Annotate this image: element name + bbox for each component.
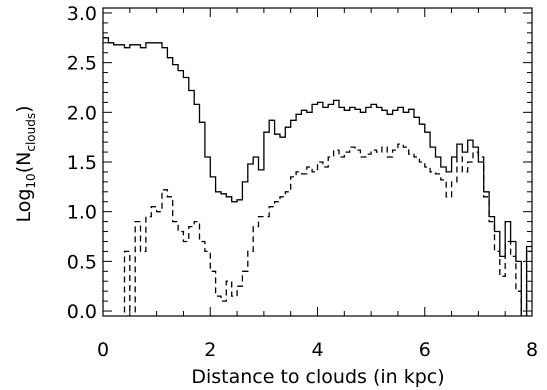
y-tick-label: 2.5 xyxy=(67,53,97,75)
dashed-histogram-line xyxy=(123,143,532,316)
y-axis-ticks: 0.0 0.5 1.0 1.5 2.0 2.5 3.0 xyxy=(67,3,532,323)
x-axis-ticks: 0 2 4 6 8 xyxy=(97,8,538,361)
y-tick-label: 2.0 xyxy=(67,102,97,124)
series-layer xyxy=(103,37,532,316)
x-tick-label: 8 xyxy=(526,339,538,361)
y-label-close: ) xyxy=(13,105,35,112)
y-label-base-sub: 10 xyxy=(24,173,38,188)
x-axis-label: Distance to clouds (in kpc) xyxy=(191,366,444,388)
x-tick-label: 4 xyxy=(311,339,323,361)
y-tick-label: 1.0 xyxy=(67,202,97,224)
x-tick-label: 6 xyxy=(419,339,431,361)
y-tick-label: 0.0 xyxy=(67,301,97,323)
y-label-n-sub: clouds xyxy=(24,113,38,152)
y-label-base: Log xyxy=(13,189,35,223)
y-label-open: (N xyxy=(13,152,35,174)
y-axis-label: Log10(Nclouds) xyxy=(13,105,38,222)
x-tick-label: 0 xyxy=(97,339,109,361)
y-tick-label: 1.5 xyxy=(67,152,97,174)
x-tick-label: 2 xyxy=(204,339,216,361)
solid-histogram-line xyxy=(103,37,532,316)
y-tick-label: 3.0 xyxy=(67,3,97,25)
y-tick-label: 0.5 xyxy=(67,251,97,273)
